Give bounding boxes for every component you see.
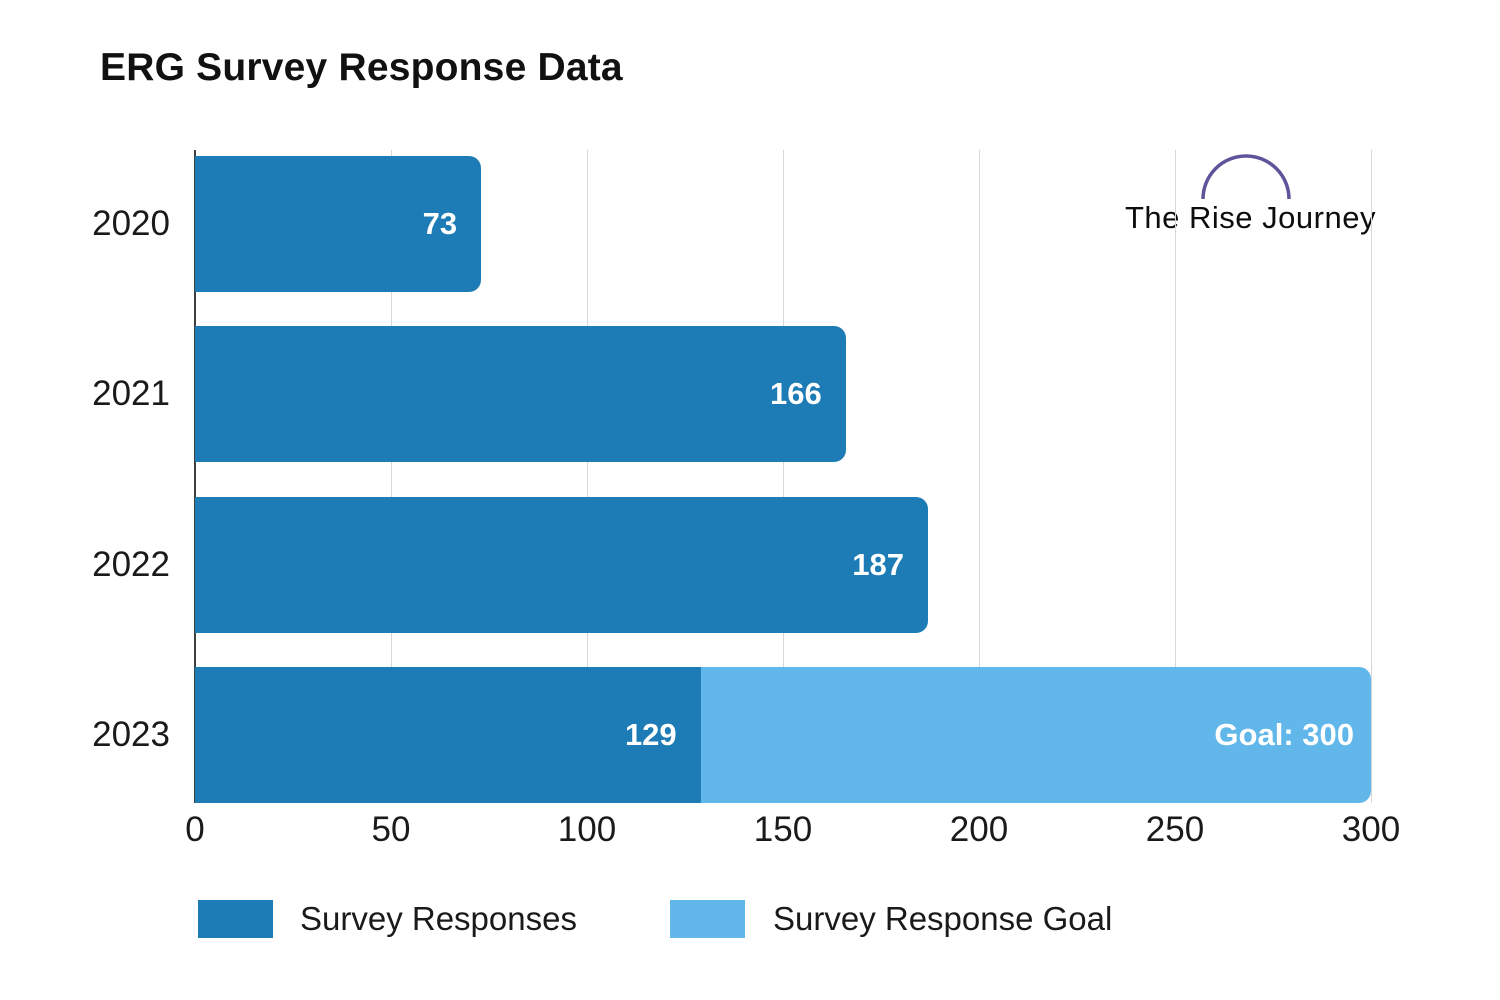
x-tick-label-100: 100 (557, 810, 617, 849)
y-axis-line (194, 150, 196, 803)
plot-area: 2020 73 2021 166 2022 187 2023 129 Goal: 300 (92, 150, 1372, 803)
brand-logo-text: The Rise Journey (1125, 200, 1376, 235)
brand-logo: The Rise Journey (1120, 150, 1380, 245)
gridline-300 (1371, 150, 1372, 803)
gridline-50 (391, 150, 392, 803)
legend-swatch-survey-response-goal (670, 900, 745, 938)
bar-value-label-2022: 187 (852, 546, 905, 582)
legend-swatch-survey-responses (198, 900, 273, 938)
x-tick-label-0: 0 (185, 810, 205, 849)
gridline-200 (979, 150, 980, 803)
bar-survey-responses-2023: 129 (195, 666, 701, 803)
bar-survey-responses-2020: 73 (195, 156, 482, 292)
category-label-2021: 2021 (92, 374, 170, 414)
x-tick-label-150: 150 (753, 810, 813, 849)
bar-survey-response-goal-2023: Goal: 300 (700, 666, 1371, 803)
x-tick-label-50: 50 (371, 810, 411, 849)
x-tick-label-250: 250 (1145, 810, 1205, 849)
bar-survey-responses-2022: 187 (195, 496, 929, 633)
gridline-100 (587, 150, 588, 803)
legend-label-survey-responses: Survey Responses (300, 900, 577, 937)
category-label-2020: 2020 (92, 204, 170, 243)
bar-survey-responses-2021: 166 (195, 326, 846, 463)
gridline-250 (1175, 150, 1176, 803)
rise-arc-icon (1201, 154, 1291, 200)
category-label-2023: 2023 (92, 714, 170, 754)
legend-label-survey-response-goal: Survey Response Goal (773, 900, 1113, 937)
gridline-150 (783, 150, 784, 803)
bar-value-label-2023: 129 (624, 716, 677, 752)
legend: Survey Responses Survey Response Goal (0, 897, 1500, 943)
bar-value-label-2021: 166 (769, 376, 822, 412)
x-tick-label-300: 300 (1341, 810, 1401, 849)
chart-title: ERG Survey Response Data (100, 46, 623, 89)
category-label-2022: 2022 (92, 544, 170, 584)
bar-value-label-2020: 73 (422, 206, 458, 241)
goal-bar-value-label: Goal: 300 (1214, 716, 1354, 752)
x-tick-label-200: 200 (949, 810, 1009, 849)
